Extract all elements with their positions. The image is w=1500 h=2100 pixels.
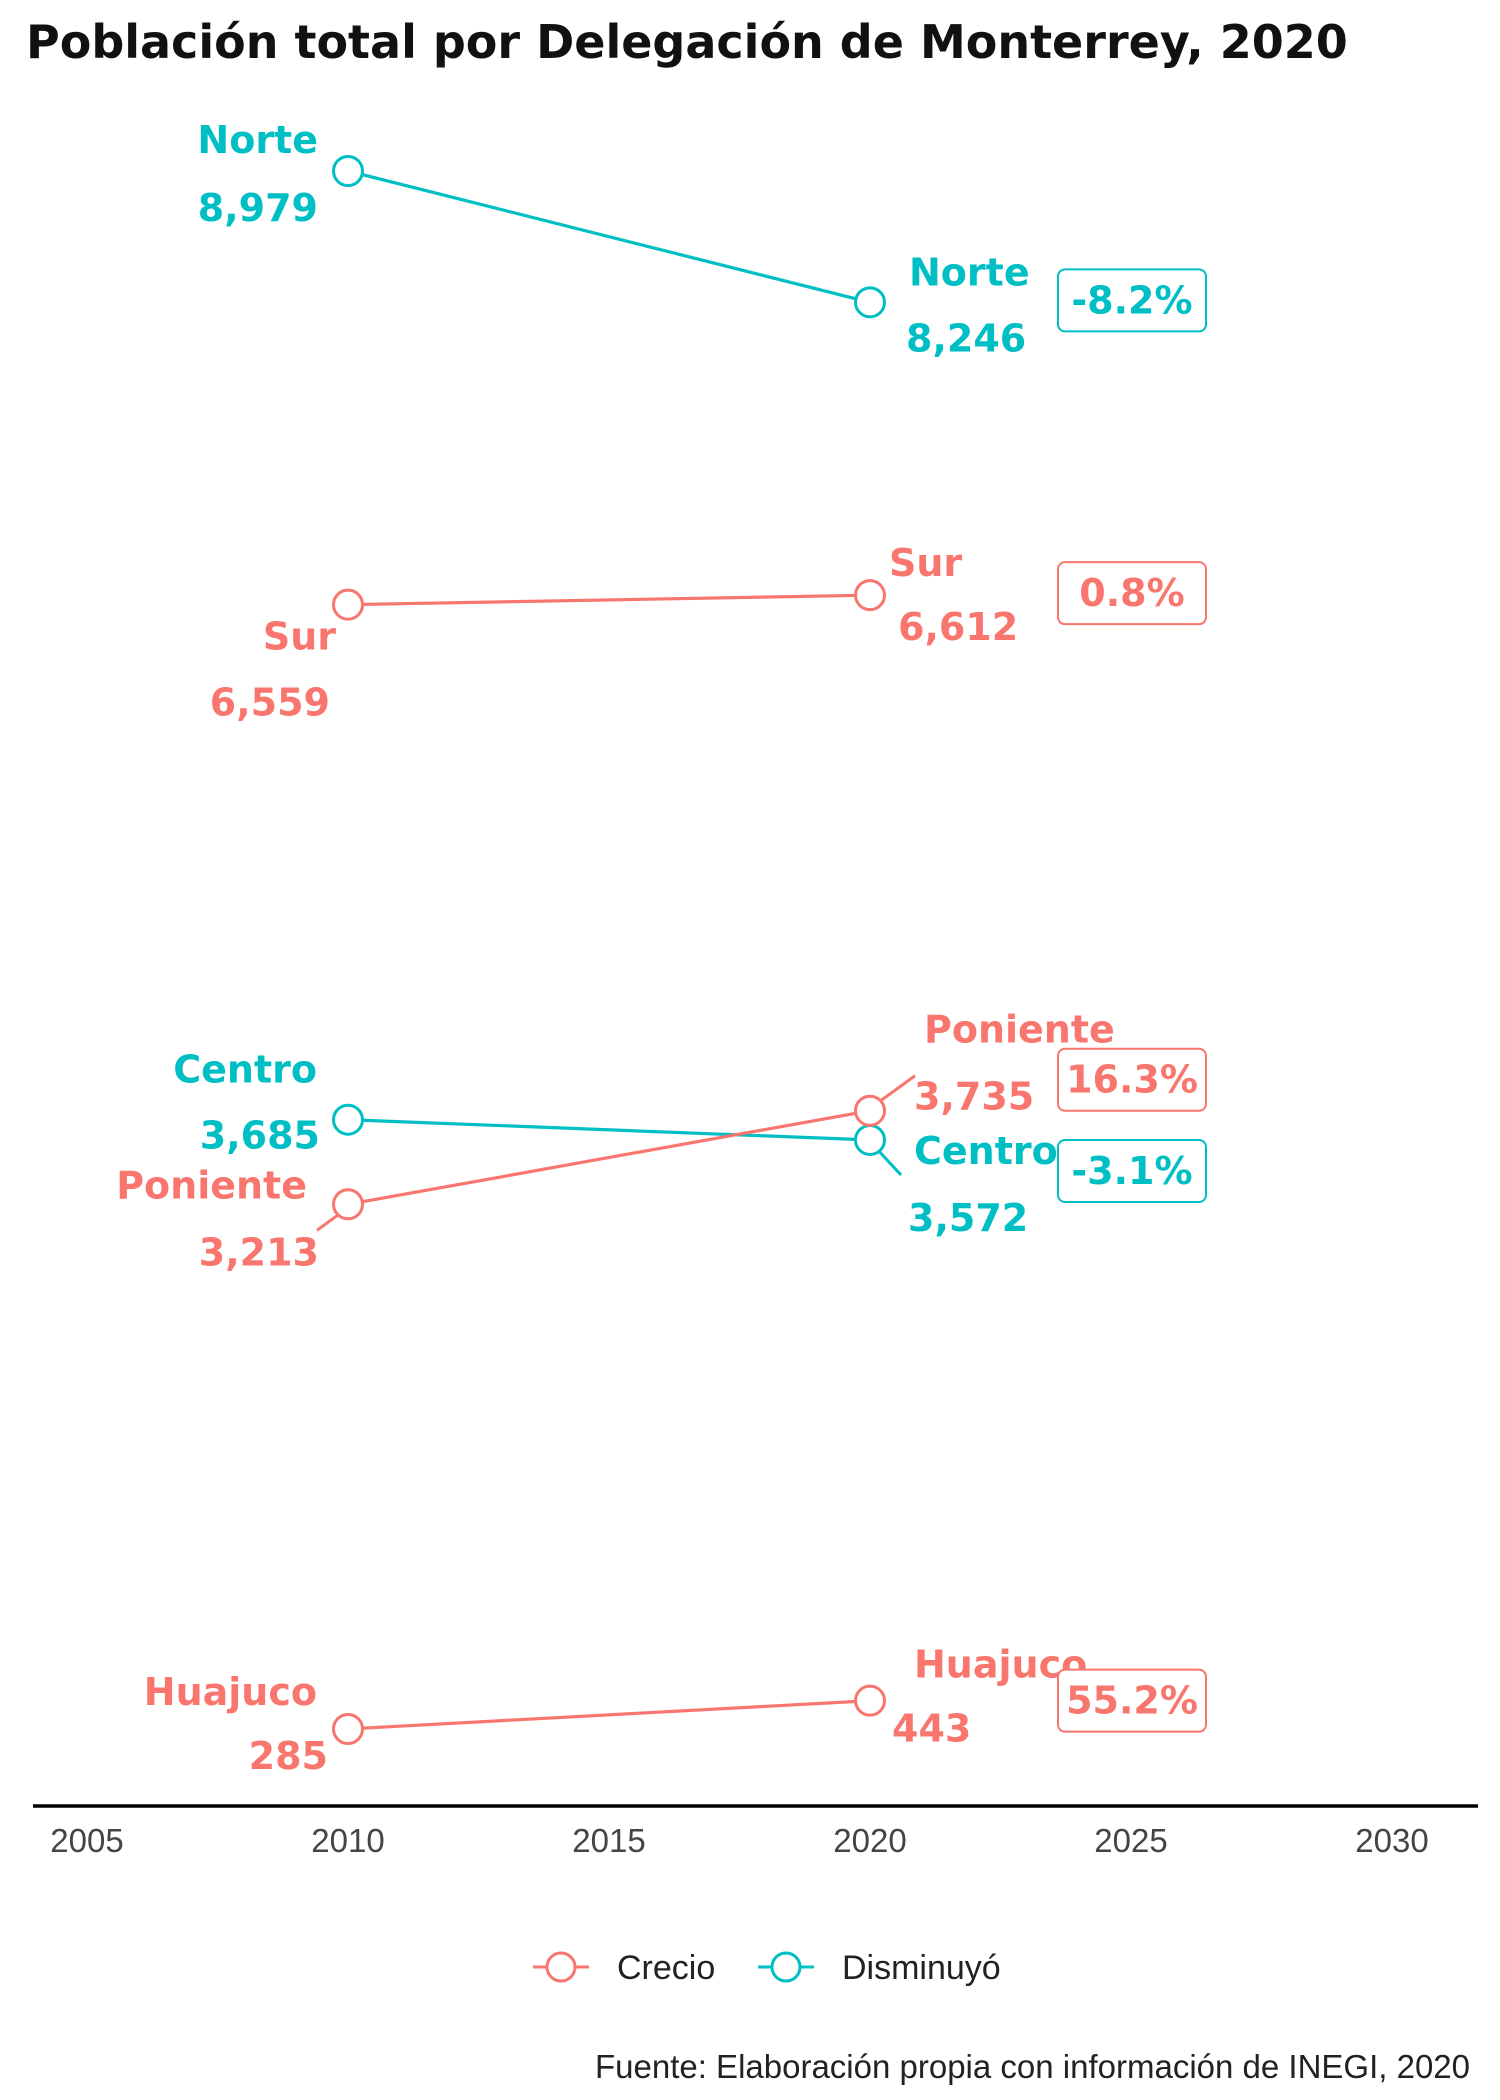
- series-line-poniente: [361, 1111, 857, 1204]
- x-tick-label-2025: 2025: [1094, 1822, 1167, 1859]
- point-huajuco-2020: [854, 1684, 886, 1717]
- change-box-huajuco: [1057, 1668, 1207, 1733]
- change-box-poniente: [1057, 1047, 1207, 1112]
- legend-marker-disminuyo: [770, 1951, 802, 1983]
- series-sur: Sur 6,559 Sur 6,612 0.8%: [210, 541, 1207, 725]
- point-centro-2020: [854, 1123, 886, 1156]
- legend-label-disminuyo: Disminuyó: [842, 1949, 1001, 1987]
- change-box-sur: [1057, 561, 1207, 626]
- legend: Crecio Disminuyó: [533, 1949, 1001, 1987]
- series-name-label-huajuco-2010: Huajuco: [144, 1670, 317, 1714]
- point-huajuco-2010: [332, 1713, 364, 1745]
- series-line-norte: [361, 172, 857, 301]
- x-tick-label-2020: 2020: [833, 1822, 906, 1859]
- caption: Fuente: Elaboración propia con informaci…: [595, 2048, 1470, 2085]
- series-name-label-centro-2020: Centro: [914, 1129, 1058, 1173]
- point-sur-2020: [854, 579, 886, 612]
- value-label-sur-2010: 6,559: [210, 681, 330, 725]
- series-line-centro: [362, 1118, 856, 1141]
- value-label-norte-2020: 8,246: [906, 316, 1026, 360]
- value-label-huajuco-2020: 443: [892, 1707, 971, 1751]
- point-sur-2010: [332, 588, 364, 621]
- value-label-huajuco-2010: 285: [249, 1734, 328, 1778]
- series-norte: Norte 8,979 Norte 8,246 -8.2%: [197, 118, 1207, 360]
- point-poniente-2010: [332, 1188, 364, 1221]
- series-name-label-sur-2010: Sur: [263, 615, 336, 659]
- value-label-centro-2020: 3,572: [908, 1196, 1028, 1240]
- x-tick-label-2015: 2015: [572, 1822, 645, 1859]
- x-axis-ticks: 2005 2010 2015 2020 2025 2030: [50, 1822, 1428, 1859]
- series-name-label-poniente-2020: Poniente: [924, 1008, 1115, 1052]
- value-label-poniente-2010: 3,213: [199, 1230, 319, 1274]
- series-centro: Centro 3,685 Centro 3,572 -3.1%: [173, 1048, 1207, 1240]
- chart-title: Población total por Delegación de Monter…: [26, 15, 1348, 69]
- legend-marker-crecio: [545, 1951, 577, 1983]
- change-label-centro: -3.1%: [1071, 1149, 1192, 1193]
- value-label-centro-2010: 3,685: [200, 1114, 320, 1158]
- series-name-label-norte-2010: Norte: [197, 118, 318, 162]
- value-label-norte-2010: 8,979: [198, 186, 318, 230]
- series-line-huajuco: [362, 1699, 856, 1730]
- series-name-label-norte-2020: Norte: [909, 250, 1030, 294]
- change-box-norte: [1057, 268, 1207, 333]
- value-label-sur-2020: 6,612: [898, 605, 1018, 649]
- legend-item-crecio: Crecio: [533, 1949, 715, 1987]
- legend-label-crecio: Crecio: [617, 1949, 715, 1987]
- series-name-label-poniente-2010: Poniente: [116, 1163, 307, 1207]
- change-label-sur: 0.8%: [1079, 571, 1184, 615]
- change-label-huajuco: 55.2%: [1066, 1679, 1198, 1723]
- series-poniente: Poniente 3,213 Poniente 3,735 16.3%: [116, 1008, 1207, 1274]
- point-norte-2010: [332, 155, 364, 187]
- x-tick-label-2005: 2005: [50, 1822, 123, 1859]
- point-centro-2010: [332, 1103, 364, 1136]
- value-label-poniente-2020: 3,735: [914, 1075, 1034, 1119]
- legend-item-disminuyo: Disminuyó: [758, 1949, 1001, 1987]
- x-tick-label-2010: 2010: [311, 1822, 384, 1859]
- series-name-label-centro-2010: Centro: [173, 1048, 317, 1092]
- x-tick-label-2030: 2030: [1355, 1822, 1428, 1859]
- point-poniente-2020: [854, 1094, 886, 1127]
- series-name-label-sur-2020: Sur: [889, 541, 962, 585]
- change-label-norte: -8.2%: [1071, 278, 1192, 322]
- change-box-centro: [1057, 1138, 1207, 1203]
- series-line-sur: [362, 593, 856, 607]
- point-norte-2020: [854, 286, 886, 319]
- plot-area: Norte 8,979 Norte 8,246 -8.2% Sur 6,559 Sur 6,61…: [116, 118, 1207, 1778]
- change-label-poniente: 16.3%: [1066, 1058, 1198, 1102]
